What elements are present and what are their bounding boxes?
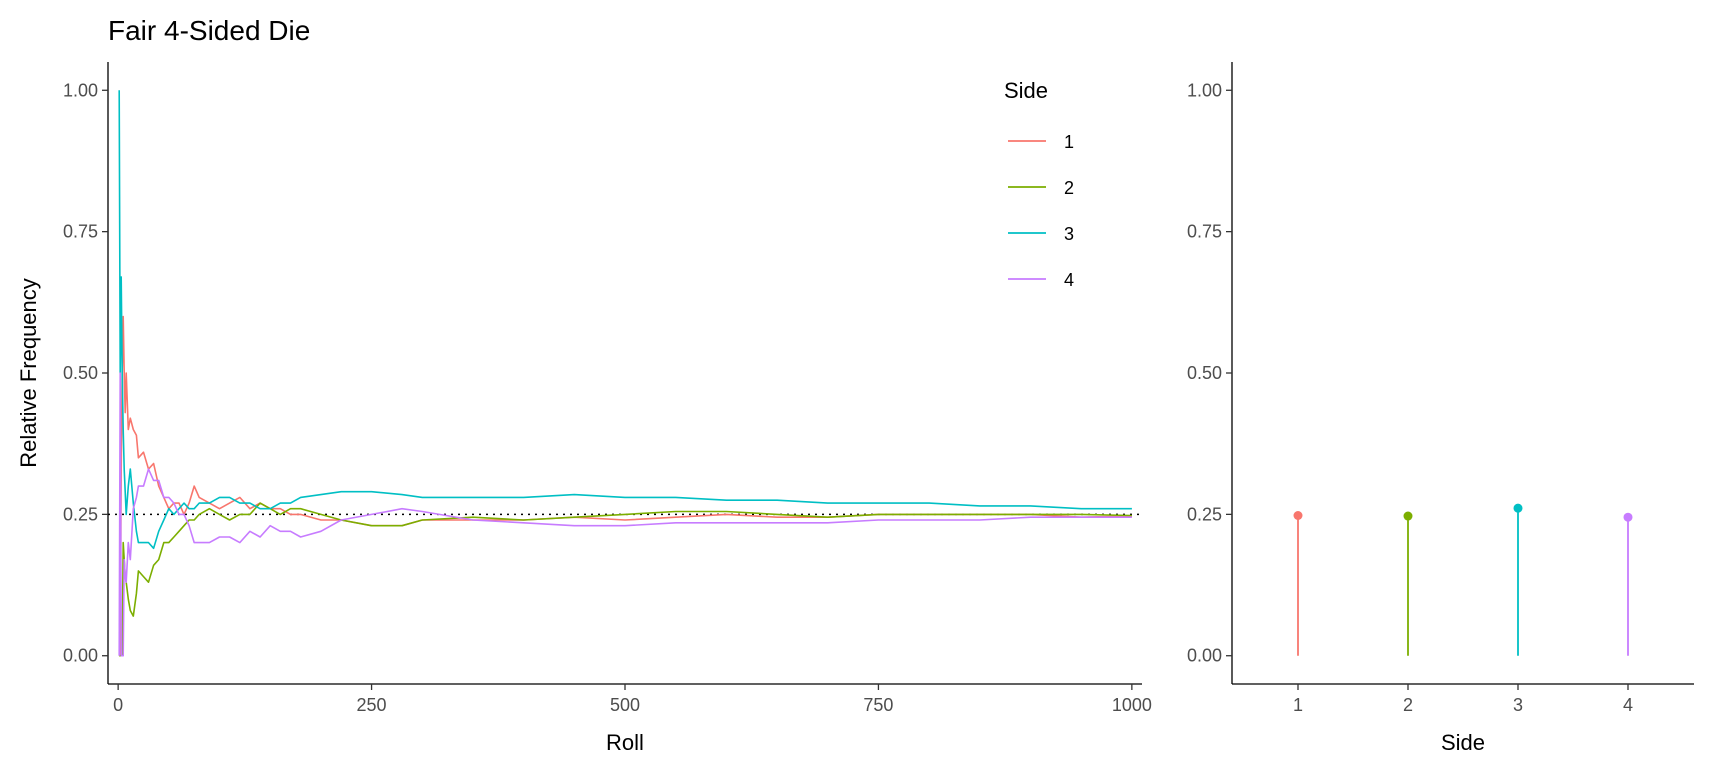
legend-label-side-3: 3 xyxy=(1064,224,1074,244)
legend-label-side-1: 1 xyxy=(1064,132,1074,152)
series-line-side-4 xyxy=(118,372,1132,657)
lollipop-point-side-3 xyxy=(1513,503,1523,513)
legend-label-side-2: 2 xyxy=(1064,178,1074,198)
left-panel: 0.00 0.25 0.50 0.75 1.00 0 250 500 750 1000 Roll Re… xyxy=(16,62,1152,755)
right-x-axis-title: Side xyxy=(1441,730,1485,755)
right-x-tick-label: 3 xyxy=(1513,695,1523,715)
left-y-tick-label: 0.25 xyxy=(63,504,98,524)
left-x-tick-label: 0 xyxy=(113,695,123,715)
right-x-tick-label: 2 xyxy=(1403,695,1413,715)
left-y-tick-label: 0.00 xyxy=(63,646,98,666)
left-x-tick-label: 500 xyxy=(610,695,640,715)
left-y-tick-label: 1.00 xyxy=(63,80,98,100)
series-line-side-1 xyxy=(119,315,1132,657)
lollipop-point-side-2 xyxy=(1403,511,1413,521)
right-y-tick-label: 0.75 xyxy=(1187,222,1222,242)
right-y-tick-label: 0.00 xyxy=(1187,646,1222,666)
lollipop-point-side-1 xyxy=(1293,510,1303,520)
legend-label-side-4: 4 xyxy=(1064,270,1074,290)
right-panel: 0.00 0.25 0.50 0.75 1.00 1 2 3 4 Side xyxy=(1187,62,1694,755)
left-y-tick-label: 0.50 xyxy=(63,363,98,383)
series-line-side-3 xyxy=(118,90,1132,550)
legend: Side 1 2 3 4 xyxy=(1004,78,1074,290)
right-x-tick-label: 1 xyxy=(1293,695,1303,715)
series-line-side-2 xyxy=(119,502,1132,657)
left-y-axis-title: Relative Frequency xyxy=(16,278,41,468)
chart-title: Fair 4-Sided Die xyxy=(108,15,310,46)
left-y-tick-label: 0.75 xyxy=(63,222,98,242)
legend-title: Side xyxy=(1004,78,1048,103)
right-y-tick-label: 1.00 xyxy=(1187,80,1222,100)
left-x-tick-label: 750 xyxy=(863,695,893,715)
right-y-tick-label: 0.25 xyxy=(1187,504,1222,524)
right-x-tick-label: 4 xyxy=(1623,695,1633,715)
left-x-axis-title: Roll xyxy=(606,730,644,755)
lollipop-point-side-4 xyxy=(1623,512,1633,522)
left-x-tick-label: 1000 xyxy=(1112,695,1152,715)
right-y-tick-label: 0.50 xyxy=(1187,363,1222,383)
left-x-tick-label: 250 xyxy=(357,695,387,715)
